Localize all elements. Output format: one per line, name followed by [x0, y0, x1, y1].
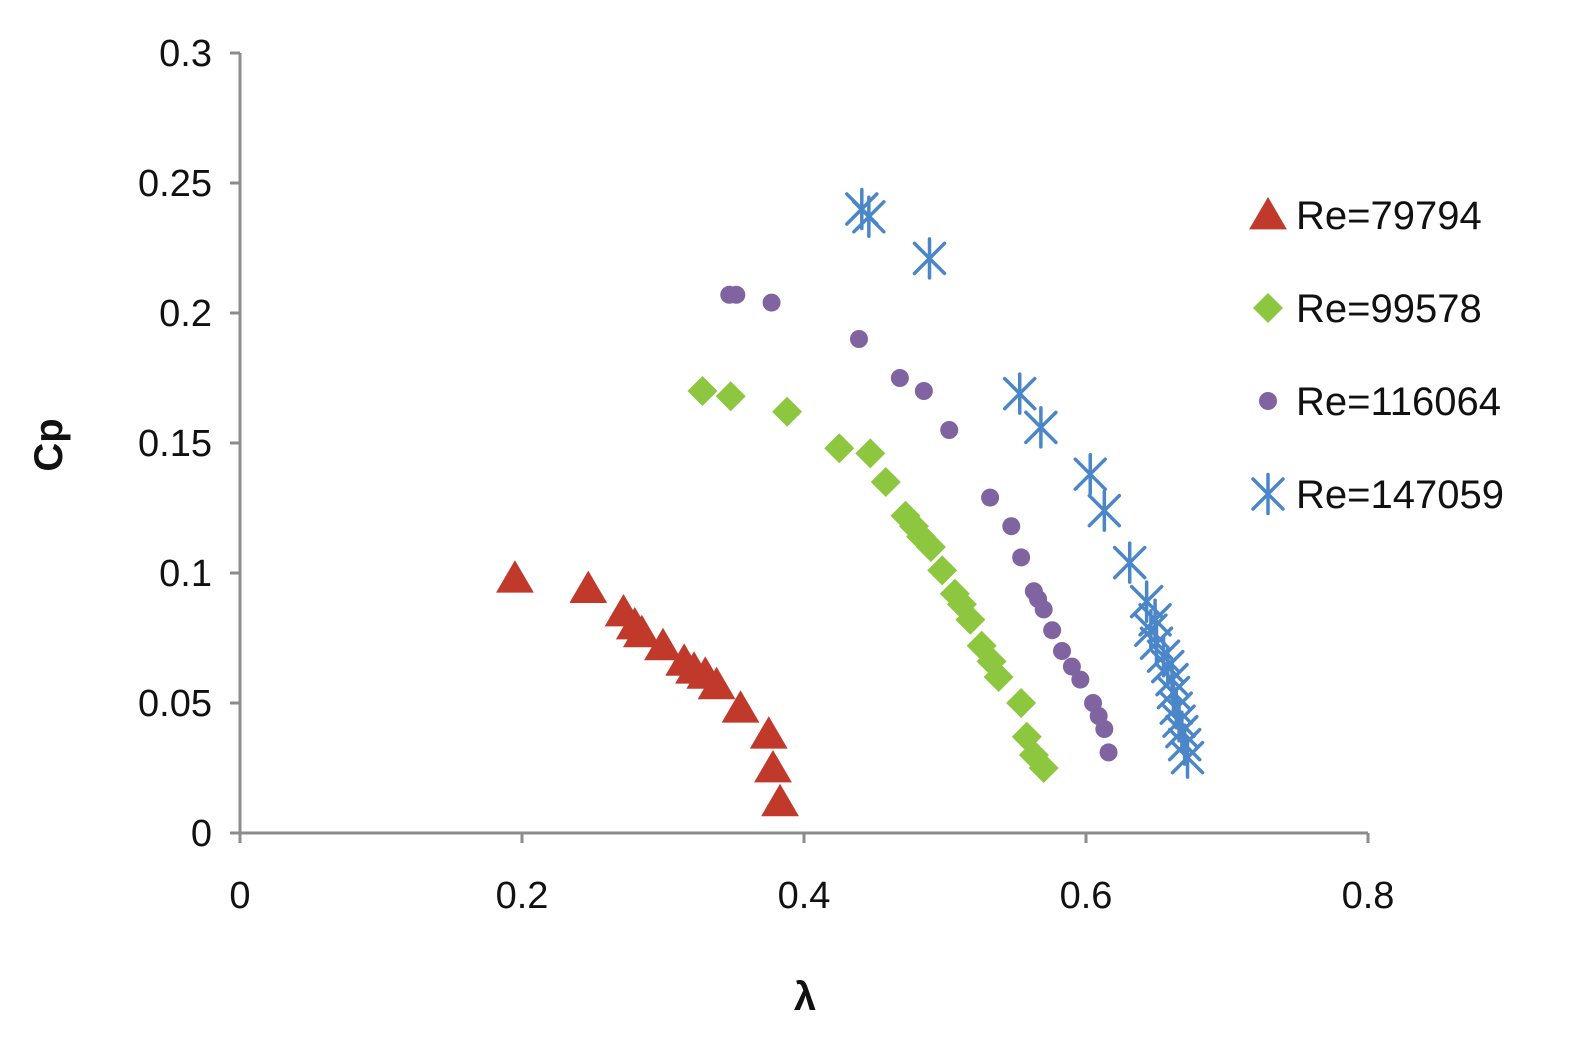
legend-item: Re=79794 — [1249, 194, 1482, 238]
data-point — [890, 369, 909, 387]
x-tick-label: 0.4 — [778, 875, 831, 917]
legend-item: Re=99578 — [1253, 287, 1482, 331]
legend-marker — [1253, 293, 1283, 323]
data-point — [1053, 642, 1072, 660]
data-points — [496, 187, 1205, 817]
data-point — [697, 666, 736, 700]
data-point — [1043, 621, 1062, 640]
data-point — [914, 382, 933, 400]
legend-marker — [1251, 472, 1285, 516]
data-point — [1073, 452, 1107, 496]
data-point — [1167, 723, 1202, 766]
x-axis-title: λ — [794, 975, 816, 1019]
data-point — [1002, 372, 1037, 415]
data-point — [1087, 489, 1122, 532]
legend-label: Re=99578 — [1296, 287, 1482, 331]
data-point — [855, 438, 886, 469]
data-point — [761, 783, 799, 817]
y-axis-title: Cp — [27, 418, 71, 471]
data-point — [1012, 548, 1031, 567]
data-point — [721, 690, 760, 723]
data-point — [1034, 600, 1053, 619]
legend-marker — [1249, 197, 1287, 230]
series-3 — [720, 285, 1118, 762]
data-point — [852, 195, 886, 239]
data-point — [824, 433, 855, 464]
data-point — [1112, 541, 1147, 584]
data-point — [754, 750, 792, 783]
data-point — [927, 555, 958, 586]
data-point — [1024, 406, 1058, 449]
tick-labels: 0 0.2 0.4 0.6 0.8 0 0.05 0.1 0.15 0.2 0.25 0.3 — [138, 33, 1394, 917]
x-tick-label: 0.8 — [1342, 875, 1395, 917]
y-tick-label: 0.2 — [159, 293, 212, 335]
legend-label: Re=147059 — [1296, 473, 1504, 517]
legend-item: Re=116064 — [1259, 380, 1501, 424]
data-point — [1028, 753, 1059, 783]
data-point — [644, 627, 682, 661]
data-point — [870, 467, 901, 497]
data-point — [749, 716, 788, 749]
legend-item: Re=147059 — [1251, 472, 1504, 517]
data-point — [496, 560, 534, 593]
x-tick-label: 0.6 — [1060, 875, 1113, 917]
data-point — [1071, 670, 1090, 689]
legend-label: Re=79794 — [1296, 194, 1482, 238]
x-tick-label: 0.2 — [496, 875, 549, 917]
data-point — [983, 662, 1014, 692]
data-point — [715, 381, 746, 412]
series-4 — [845, 187, 1205, 779]
x-tick-label: 0 — [229, 875, 250, 917]
data-point — [1095, 720, 1114, 738]
data-point — [762, 293, 781, 312]
y-tick-label: 0.1 — [159, 553, 212, 595]
data-point — [1062, 657, 1081, 676]
data-point — [849, 330, 868, 348]
y-tick-label: 0.05 — [138, 683, 212, 725]
legend-marker — [1259, 392, 1277, 410]
y-tick-label: 0 — [191, 813, 212, 855]
data-point — [687, 376, 718, 406]
data-point — [1006, 688, 1037, 718]
legend: Re=79794 Re=99578 Re=116064 Re=147059 — [1249, 194, 1504, 517]
data-point — [772, 396, 803, 427]
data-point — [1099, 743, 1118, 762]
data-point — [1170, 736, 1205, 779]
data-point — [622, 614, 661, 648]
data-point — [727, 285, 746, 304]
y-tick-label: 0.15 — [138, 423, 212, 465]
data-point — [915, 532, 946, 562]
data-point — [940, 421, 959, 439]
data-point — [912, 237, 947, 280]
y-tick-label: 0.25 — [138, 163, 212, 205]
legend-label: Re=116064 — [1296, 380, 1501, 424]
series-1 — [496, 560, 799, 817]
data-point — [1002, 517, 1021, 536]
series-2 — [687, 376, 1059, 783]
data-point — [981, 488, 1000, 507]
data-point — [569, 570, 608, 603]
data-point — [955, 604, 986, 635]
axes — [230, 51, 1370, 843]
y-tick-label: 0.3 — [159, 33, 212, 75]
